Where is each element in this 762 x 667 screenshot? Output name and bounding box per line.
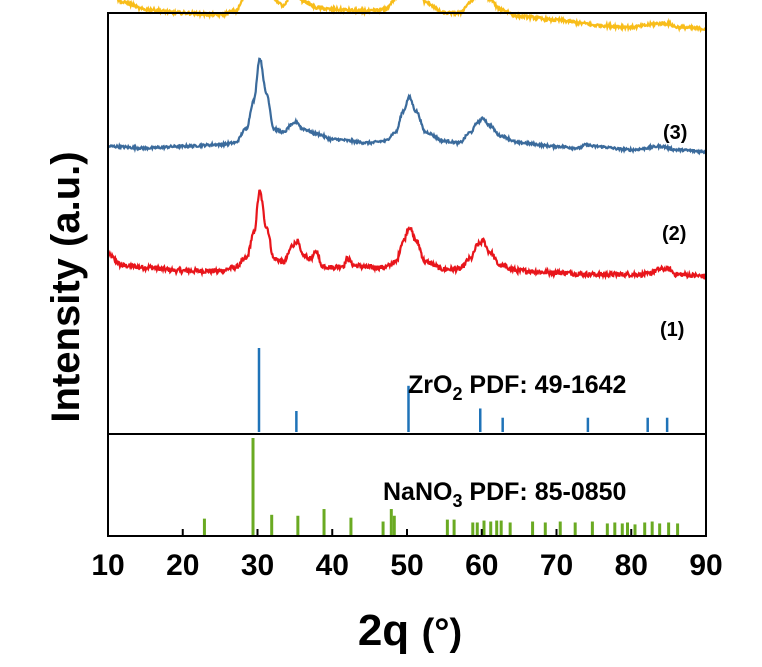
series-label-2: (2)	[662, 223, 686, 245]
x-tick-label-40: 40	[316, 549, 349, 582]
nano3-pdf-label: NaNO3 PDF: 85-0850	[383, 478, 626, 511]
x-tick-label-80: 80	[615, 549, 648, 582]
zro2-label-main: ZrO	[408, 371, 452, 399]
x-axis-title: 2q (°)	[358, 606, 462, 655]
x-axis-title-unit: (°)	[422, 612, 463, 654]
x-tick-label-90: 90	[689, 549, 722, 582]
zro2-label-suffix: PDF: 49-1642	[462, 371, 626, 399]
x-tick-label-30: 30	[241, 549, 274, 582]
series-label-1: (1)	[660, 319, 684, 341]
series-line-1	[106, 189, 707, 281]
series-label-3: (3)	[663, 122, 687, 144]
x-tick-label-20: 20	[166, 549, 199, 582]
zro2-label-sub: 2	[452, 384, 462, 404]
nano3-label-suffix: PDF: 85-0850	[462, 478, 626, 506]
series-line-3	[116, 0, 707, 34]
x-tick-label-50: 50	[390, 549, 423, 582]
x-tick-label-60: 60	[465, 549, 498, 582]
nano3-label-sub: 3	[452, 491, 462, 511]
x-tick-label-10: 10	[91, 549, 124, 582]
x-axis-title-main: 2q	[358, 606, 409, 655]
y-axis-title: Intensity (a.u.)	[44, 151, 88, 422]
x-axis: 10 20 30 40 50 60 70 80 90	[91, 529, 723, 582]
zro2-pdf-label: ZrO2 PDF: 49-1642	[408, 371, 626, 404]
x-tick-label-70: 70	[540, 549, 573, 582]
nano3-label-main: NaNO	[383, 478, 452, 506]
series-line-2	[107, 57, 707, 156]
